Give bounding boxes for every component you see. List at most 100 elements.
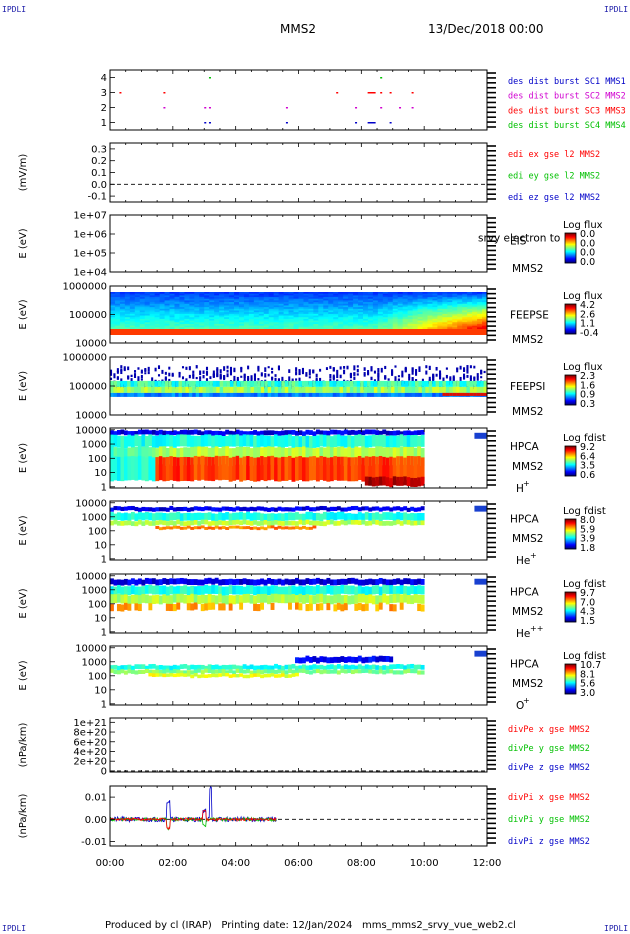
spectrogram-cell <box>174 295 180 298</box>
colorbar-cell <box>565 397 576 399</box>
spectrogram-cell <box>377 295 384 298</box>
spectrogram-cell <box>382 521 387 526</box>
spectrogram-cell <box>281 447 285 466</box>
spectrogram-cell <box>164 392 169 397</box>
spectrogram-cell <box>176 665 181 671</box>
spectrogram-cell <box>375 595 380 605</box>
spectrogram-cell <box>403 593 408 603</box>
spectrogram-cell <box>264 380 269 387</box>
spectrogram-cell <box>343 303 349 306</box>
spectrogram-cell <box>361 657 366 664</box>
y-tick-label: 1000 <box>82 585 107 596</box>
spectrogram-cell <box>144 312 151 315</box>
spectrogram-cell <box>437 327 443 330</box>
spectrogram-cell <box>308 292 314 295</box>
spectrogram-cell <box>234 310 240 313</box>
colorbar-cell <box>565 533 576 535</box>
spectrogram-cell <box>253 312 260 315</box>
spectrogram-cell <box>219 369 222 374</box>
spectrogram-cell <box>467 322 473 325</box>
burst-mark <box>389 92 392 94</box>
eis-extra-label: srvy electron to <box>478 233 560 245</box>
spectrogram-cell <box>301 392 306 397</box>
colorbar-cell <box>565 451 576 453</box>
spectrogram-cell <box>319 586 324 596</box>
spectrogram-cell <box>139 308 146 311</box>
spectrogram-cell <box>371 506 376 511</box>
spectrogram-cell <box>211 457 216 482</box>
spectrogram-cell <box>225 586 230 596</box>
spectrogram-cell <box>295 373 298 376</box>
spectrogram-cell <box>382 435 387 448</box>
spectrogram-cell <box>293 325 299 328</box>
spectrogram-cell <box>477 305 483 308</box>
spectrogram-cell <box>417 302 424 305</box>
colorbar-cell <box>565 687 576 689</box>
spectrogram-cell <box>154 380 159 387</box>
spectrogram-cell <box>367 313 374 317</box>
spectrogram-cell <box>362 293 369 296</box>
spectrogram-cell <box>303 325 309 328</box>
spectrogram-cell <box>399 512 404 521</box>
footer: Produced by cl (IRAP) Printing date: 12/… <box>105 920 516 931</box>
spectrogram-cell <box>277 386 282 393</box>
spectrogram-cell <box>407 320 414 323</box>
spectrogram-cell <box>281 456 285 481</box>
spectrogram-cell <box>189 295 195 298</box>
colorbar-cell <box>565 520 576 522</box>
spectrogram-cell <box>447 305 453 308</box>
spectrogram-cell <box>234 298 240 301</box>
spectrogram-cell <box>114 302 121 305</box>
colorbar-cell <box>565 399 576 401</box>
spectrogram-cell <box>408 392 412 397</box>
spectrogram-cell <box>189 313 195 317</box>
spectrogram-cell <box>295 512 299 520</box>
colorbar-cell <box>565 682 576 684</box>
spectrogram-cell <box>113 594 118 604</box>
spectrogram-cell <box>258 323 265 327</box>
spectrogram-cell <box>229 392 234 397</box>
spectrogram-cell <box>482 298 488 301</box>
spectrogram-cell <box>144 298 151 301</box>
spectrogram-cell <box>159 305 166 308</box>
spectrogram-cell <box>284 670 289 675</box>
colorbar-cell <box>565 304 576 306</box>
spectrogram-cell <box>271 380 275 387</box>
spectrogram-cell <box>437 320 443 323</box>
spectrogram-cell <box>477 293 483 296</box>
spectrogram-cell <box>214 585 219 595</box>
spectrogram-cell <box>422 303 428 306</box>
spectrogram-cell <box>209 380 214 387</box>
spectrogram-cell <box>336 656 341 663</box>
spectrogram-cell <box>301 520 306 526</box>
spectrogram-cell <box>235 455 240 480</box>
spectrogram-cell <box>205 392 210 397</box>
spectrogram-cell <box>427 317 433 320</box>
spectrogram-cell <box>278 302 285 305</box>
spectrogram-cell <box>439 373 442 378</box>
spectrogram-cell <box>137 664 142 670</box>
spectrogram-cell <box>319 368 322 372</box>
colorbar-cell <box>565 250 576 252</box>
spectrogram-cell <box>417 585 422 595</box>
spectrogram-cell <box>184 325 190 328</box>
spectrogram-cell <box>353 308 359 311</box>
spectrogram-cell <box>242 578 247 585</box>
spectrogram-cell <box>298 513 303 522</box>
spectrogram-cell <box>318 320 324 323</box>
spectrogram-cell <box>273 322 280 325</box>
spectrogram-cell <box>224 318 230 322</box>
spectrogram-cell <box>169 313 175 317</box>
spectrogram-cell <box>333 521 338 526</box>
spectrogram-cell <box>319 434 324 447</box>
spectrogram-cell <box>204 307 210 310</box>
spectrogram-cell <box>247 380 251 387</box>
y-tick-label: 10 <box>94 540 107 551</box>
spectrogram-cell <box>372 320 379 323</box>
spectrogram-cell <box>378 595 383 605</box>
spectrogram-cell <box>407 292 414 295</box>
spectrogram-cell <box>417 298 424 301</box>
spectrogram-cell <box>274 519 278 525</box>
spectrogram-cell <box>258 315 265 318</box>
spectrogram-cell <box>459 376 462 381</box>
